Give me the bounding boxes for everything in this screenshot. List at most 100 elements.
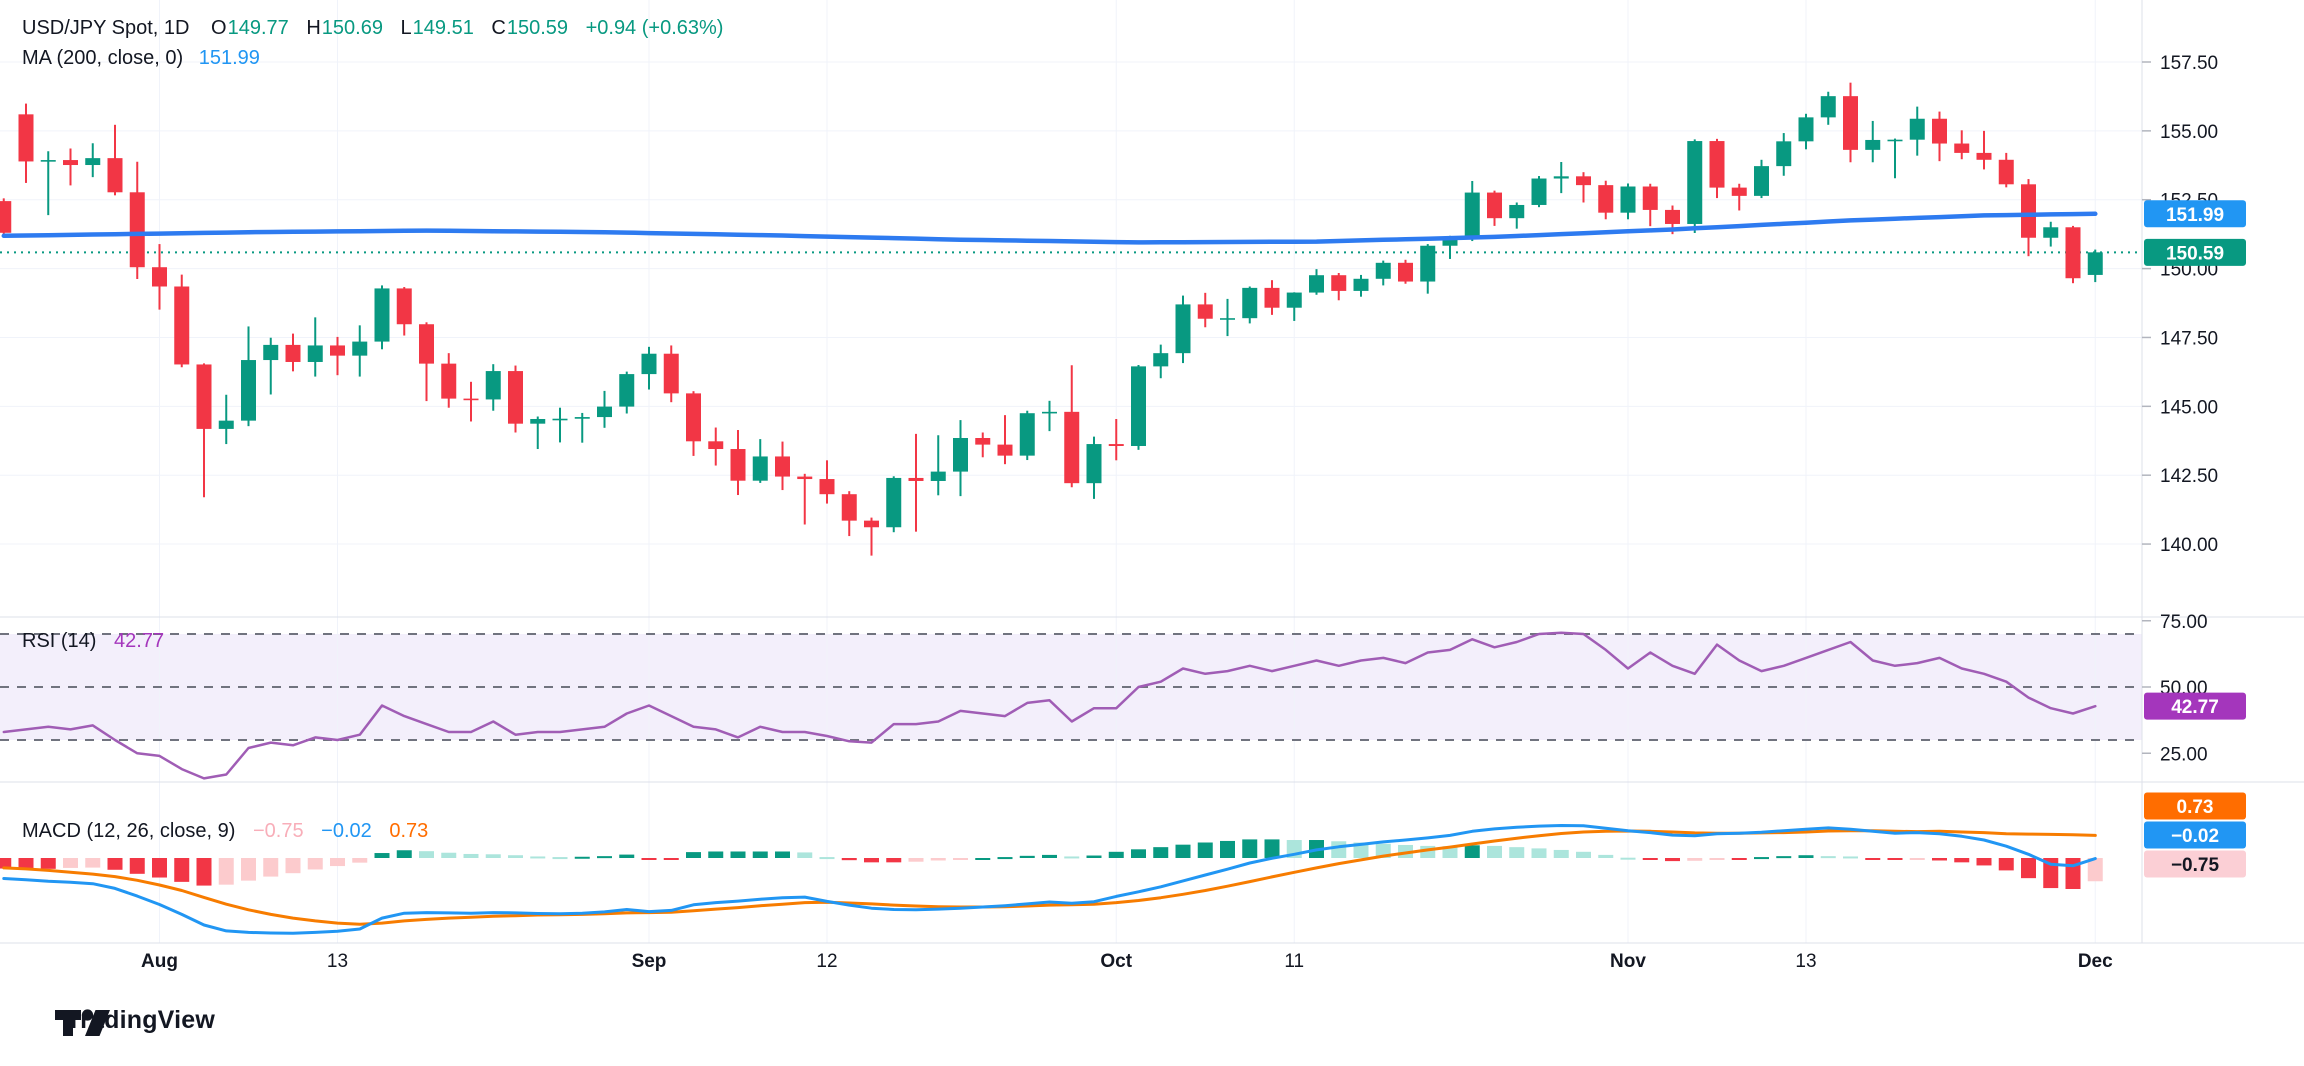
macd-histogram-bar [708,851,724,858]
candlestick-series[interactable] [0,82,2103,556]
high-value: 150.69 [321,17,383,39]
candle-body [997,444,1013,456]
macd-label: MACD (12, 26, close, 9) [22,820,236,842]
macd-histogram-bar [1108,851,1124,858]
candle-body [1843,96,1858,150]
axis-tick-label: 25.00 [2160,744,2208,765]
rsi-value-badge-text: 42.77 [2171,697,2219,718]
rsi-levels [0,633,2142,741]
candle-body [1464,192,1480,240]
macd-histogram-bar [1932,858,1947,861]
last-price-badge [2144,238,2246,266]
candle-body [352,341,368,356]
macd-histogram-bar [1264,839,1280,858]
macd-histogram-bar [730,851,746,858]
macd-histogram-bar [1509,847,1525,858]
change-value: +0.94 (+0.63%) [585,17,724,39]
price-axis[interactable]: 157.50155.00152.50150.00147.50145.00142.… [2142,53,2218,765]
macd-histogram-bar [1197,842,1213,858]
macd-histogram-bar [1687,858,1703,861]
candle-body [508,371,523,424]
macd-histogram-bar [1042,854,1057,858]
macd-legend-row[interactable]: MACD (12, 26, close, 9) −0.75 −0.02 0.73 [22,820,428,843]
candle-body [485,371,501,400]
macd-histogram-bar [1442,846,1458,858]
candle-body [1420,245,1436,282]
macd-histogram-bar [1887,858,1903,860]
candle-body [1153,353,1169,367]
candle-body [574,417,590,419]
macd-hist-value: −0.75 [252,820,304,842]
open-key: O [211,17,227,39]
macd-signal-badge-text: 0.73 [2177,797,2214,818]
candle-body [1865,139,1881,150]
candle-body [1309,275,1324,293]
macd-histogram-bar [686,852,701,858]
candle-body [1375,262,1391,279]
macd-hist-badge-text: −0.75 [2171,855,2220,876]
candle-body [908,477,924,481]
rsi-line [2,631,2097,780]
macd-histogram-bar [1642,858,1658,860]
low-key: L [400,17,412,39]
candle-body [1197,304,1213,319]
candle-body [1954,143,1970,153]
candle-body [218,420,234,429]
pane-separators[interactable] [0,0,2304,944]
candle-body [396,288,412,325]
candle-body [1887,139,1903,142]
candle-body [886,477,902,528]
macd-histogram-bar [0,858,12,869]
macd-histogram-bar [886,858,902,863]
candle-body [1108,444,1124,446]
candle-body [2087,252,2103,275]
candle-body [619,374,635,407]
macd-histogram-bar [1620,857,1636,860]
macd-histogram-bar [463,853,479,858]
macd-histogram-bar [1086,855,1102,858]
macd-histogram-bar [663,858,679,860]
time-axis-day-label: 12 [816,951,837,972]
macd-histogram-bar [508,855,523,858]
symbol-legend-row[interactable]: USD/JPY Spot, 1D O149.77 H150.69 L149.51… [22,17,723,40]
time-axis[interactable]: Aug 13 Sep 12 Oct 11 Nov 13 Dec [141,951,2113,972]
tradingview-attribution[interactable]: TradingView [54,1006,215,1036]
macd-histogram-bar [218,858,234,885]
macd-histogram-bar [1064,856,1080,859]
macd-histogram-bar [864,858,879,863]
time-axis-month-label: Sep [632,951,667,972]
ma-legend-row[interactable]: MA (200, close, 0) 151.99 [22,47,260,70]
macd-histogram-bar [352,858,368,863]
candle-body [2021,184,2036,238]
macd-histogram-bar [1487,845,1502,858]
candle-body [63,160,78,166]
candle-body [85,158,101,166]
candle-body [40,160,56,162]
macd-line-badge-text: −0.02 [2171,826,2219,847]
candle-body [1264,287,1280,308]
macd-histogram-bar [775,851,790,858]
candle-body [441,363,457,399]
macd-histogram-bar [1153,847,1169,858]
candle-body [18,114,34,162]
candle-body [374,288,390,342]
candle-body [1064,411,1080,484]
macd-histogram-bar [1242,839,1258,858]
macd-histogram-bar [930,858,946,861]
candle-body [819,479,835,495]
rsi-legend-row[interactable]: RSI (14) 42.77 [22,630,164,653]
candle-body [1286,292,1302,308]
macd-histogram-bar [1843,856,1858,859]
macd-histogram-bar [1909,858,1925,860]
candle-body [1242,287,1258,319]
last-price-badge-text: 150.59 [2166,243,2224,264]
close-value: 150.59 [506,17,569,39]
macd-histogram-bar [619,854,635,858]
macd-histogram-bar [1665,858,1680,862]
candle-body [1509,204,1525,219]
macd-line [2,824,2097,935]
candle-body [263,344,279,361]
macd-histogram-bar [1598,854,1614,858]
macd-histogram-bar [85,858,101,868]
